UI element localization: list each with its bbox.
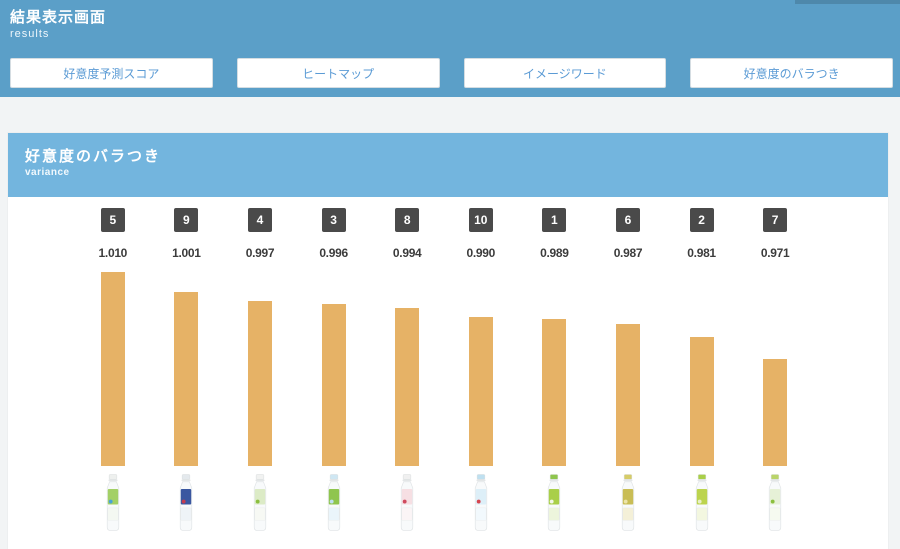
panel-title: 好意度のバラつき: [25, 148, 162, 165]
bar-area: [297, 268, 371, 466]
bar-area: [444, 268, 518, 466]
rank-badge: 5: [100, 208, 125, 232]
variance-bar: [468, 317, 493, 466]
chart-column: 5 1.010: [76, 208, 150, 532]
bar-area: [738, 268, 812, 466]
chart-column: 7 0.971: [738, 208, 812, 532]
rank-badge: 3: [321, 208, 346, 232]
product-bottle-image: [615, 474, 641, 532]
chart-column: 6 0.987: [591, 208, 665, 532]
panel-subtitle: variance: [25, 167, 70, 178]
bar-area: [223, 268, 297, 466]
rank-badge: 7: [763, 208, 788, 232]
product-bottle-image: [394, 474, 420, 532]
bar-area: [591, 268, 665, 466]
variance-value: 0.996: [319, 246, 348, 260]
tab-favorability-variance[interactable]: 好意度のバラつき: [690, 58, 893, 88]
variance-bar: [100, 272, 125, 466]
page-title: 結果表示画面: [10, 9, 107, 26]
tab-favorability-score[interactable]: 好意度予測スコア: [10, 58, 213, 88]
variance-value: 0.981: [687, 246, 716, 260]
product-bottle-image: [247, 474, 273, 532]
variance-value: 0.994: [392, 246, 422, 260]
product-bottle-image: [689, 474, 715, 532]
product-bottle-image: [762, 474, 788, 532]
rank-badge: 9: [174, 208, 199, 232]
top-scrollbar: [795, 0, 900, 4]
product-bottle-image: [173, 474, 199, 532]
variance-bar: [395, 308, 420, 466]
bar-area: [370, 268, 444, 466]
variance-panel-header: 好意度のバラつき variance: [8, 133, 888, 197]
rank-badge: 10: [468, 208, 493, 232]
variance-bar: [689, 337, 714, 466]
chart-column: 9 1.001: [150, 208, 224, 532]
product-bottle-image: [541, 474, 567, 532]
bar-area: [665, 268, 739, 466]
bar-area: [150, 268, 224, 466]
rank-badge: 6: [615, 208, 640, 232]
product-bottle-image: [100, 474, 126, 532]
tab-image-word[interactable]: イメージワード: [463, 58, 667, 88]
variance-value: 0.987: [613, 246, 643, 260]
variance-value: 0.989: [540, 246, 569, 260]
chart-column: 2 0.981: [665, 208, 739, 532]
chart-column: 3 0.996: [297, 208, 371, 532]
variance-value: 0.971: [760, 246, 790, 260]
page-subtitle: results: [10, 28, 50, 40]
chart-column: 10 0.990: [444, 208, 518, 532]
rank-badge: 2: [689, 208, 714, 232]
rank-badge: 1: [542, 208, 567, 232]
variance-value: 1.001: [172, 246, 201, 260]
rank-badge: 4: [247, 208, 272, 232]
chart-column: 8 0.994: [370, 208, 444, 532]
bar-area: [76, 268, 150, 466]
product-bottle-image: [321, 474, 347, 532]
variance-value: 1.010: [98, 246, 128, 260]
variance-bar: [542, 319, 567, 466]
variance-value: 0.990: [466, 246, 496, 260]
rank-badge: 8: [395, 208, 420, 232]
chart-columns: 5 1.010 9 1.001 4 0.997 3 0.996 8 0.994 10 0.990 1 0.…: [76, 208, 812, 532]
variance-panel: 好意度のバラつき variance 5 1.010 9 1.001 4 0.997 3 0.9…: [8, 133, 888, 549]
variance-bar: [321, 304, 346, 466]
variance-bar: [615, 324, 640, 466]
variance-bar-chart: 5 1.010 9 1.001 4 0.997 3 0.996 8 0.994 10 0.990 1 0.…: [8, 197, 888, 532]
chart-column: 1 0.989: [518, 208, 592, 532]
product-bottle-image: [468, 474, 494, 532]
results-header: 結果表示画面 results 好意度予測スコア ヒートマップ イメージワード 好…: [0, 0, 900, 97]
variance-bar: [763, 359, 788, 466]
variance-bar: [247, 301, 272, 466]
bar-area: [518, 268, 592, 466]
result-tabs: 好意度予測スコア ヒートマップ イメージワード 好意度のバラつき: [10, 58, 893, 88]
variance-bar: [174, 292, 199, 466]
chart-column: 4 0.997: [223, 208, 297, 532]
variance-value: 0.997: [245, 246, 275, 260]
tab-heatmap[interactable]: ヒートマップ: [236, 58, 440, 88]
